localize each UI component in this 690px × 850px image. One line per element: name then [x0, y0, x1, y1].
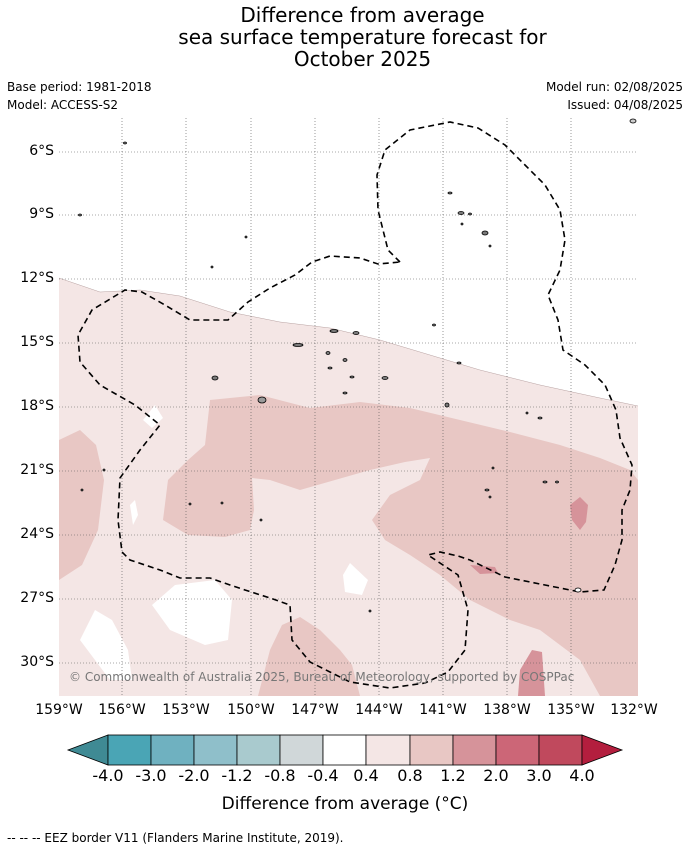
lon-label: 132°W: [610, 702, 658, 718]
colorbar-tick-label: 4.0: [569, 766, 595, 785]
colorbar: [66, 734, 624, 766]
issued-date: Issued: 04/08/2025: [567, 98, 683, 112]
colorbar-segment: [452, 734, 497, 766]
lon-label: 141°W: [419, 702, 467, 718]
lon-label: 147°W: [291, 702, 339, 718]
eez-border: [77, 121, 633, 689]
colorbar-tick-label: 1.2: [440, 766, 466, 785]
title-line-2: sea surface temperature forecast for: [178, 25, 547, 49]
lon-label: 150°W: [227, 702, 275, 718]
colorbar-tick-label: -2.0: [178, 766, 210, 785]
lat-label: 24°S: [20, 526, 54, 542]
lon-label: 135°W: [547, 702, 595, 718]
title-line-3: October 2025: [293, 47, 432, 71]
islands: [78, 118, 637, 613]
map-title: Difference from average sea surface temp…: [0, 4, 690, 70]
lat-label: 30°S: [20, 654, 54, 670]
model-run: Model run: 02/08/2025: [545, 80, 683, 94]
colorbar-segment: [322, 734, 367, 766]
anomaly-gap: [343, 563, 368, 595]
lat-label: 12°S: [20, 270, 54, 286]
colorbar-tick-label: 0.4: [353, 766, 379, 785]
eez-legend-note: -- -- -- EEZ border V11 (Flanders Marine…: [7, 831, 344, 845]
colorbar-tick-label: 3.0: [526, 766, 552, 785]
lon-label: 153°W: [162, 702, 210, 718]
colorbar-tick-label: -3.0: [135, 766, 167, 785]
meta-left: Base period: 1981-2018 Model: ACCESS-S2: [7, 78, 152, 114]
anomaly-region-0-8-1-2: [163, 395, 638, 696]
map-area: © Commonwealth of Australia 2025, Bureau…: [59, 118, 638, 696]
colorbar-tick-label: -1.2: [221, 766, 253, 785]
colorbar-tick-label: -0.4: [307, 766, 339, 785]
colorbar-segment: [150, 734, 195, 766]
colorbar-segment: [66, 734, 109, 766]
copyright-notice: © Commonwealth of Australia 2025, Bureau…: [69, 670, 574, 684]
anomaly-gap: [80, 610, 132, 680]
colorbar-segment: [279, 734, 324, 766]
title-line-1: Difference from average: [240, 3, 485, 27]
colorbar-segment: [193, 734, 238, 766]
lat-label: 15°S: [20, 334, 54, 350]
lat-label: 21°S: [20, 462, 54, 478]
colorbar-segment: [409, 734, 454, 766]
colorbar-tick-label: -4.0: [92, 766, 124, 785]
anomaly-region-0-8-1-2: [59, 430, 104, 580]
colorbar-tick-label: 0.8: [397, 766, 423, 785]
lon-label: 138°W: [483, 702, 531, 718]
model-name: Model: ACCESS-S2: [7, 98, 119, 112]
anomaly-region-1-2-2-0: [570, 497, 588, 530]
anomaly-gap: [152, 580, 232, 645]
colorbar-segment: [538, 734, 583, 766]
lat-label: 27°S: [20, 590, 54, 606]
colorbar-segment: [236, 734, 281, 766]
anomaly-gap: [130, 500, 138, 525]
anomaly-gap: [143, 405, 163, 428]
colorbar-segment: [107, 734, 152, 766]
anomaly-region-1-2-2-0: [518, 650, 545, 696]
anomaly-region-0-8-1-2: [258, 617, 360, 696]
lat-label: 18°S: [20, 398, 54, 414]
meta-right: Model run: 02/08/2025 Issued: 04/08/2025: [546, 78, 683, 114]
lon-label: 156°W: [98, 702, 146, 718]
colorbar-segment: [581, 734, 624, 766]
lon-label: 159°W: [35, 702, 83, 718]
colorbar-tick-label: 2.0: [483, 766, 509, 785]
lat-label: 9°S: [29, 206, 54, 222]
colorbar-segment: [495, 734, 540, 766]
colorbar-title: Difference from average (°C): [221, 794, 469, 814]
lat-label: 6°S: [29, 143, 54, 159]
base-period: Base period: 1981-2018: [7, 80, 152, 94]
colorbar-segment: [365, 734, 411, 766]
anomaly-region-1-2-2-0: [470, 565, 498, 574]
colorbar-tick-label: -0.8: [264, 766, 296, 785]
lon-label: 144°W: [355, 702, 403, 718]
